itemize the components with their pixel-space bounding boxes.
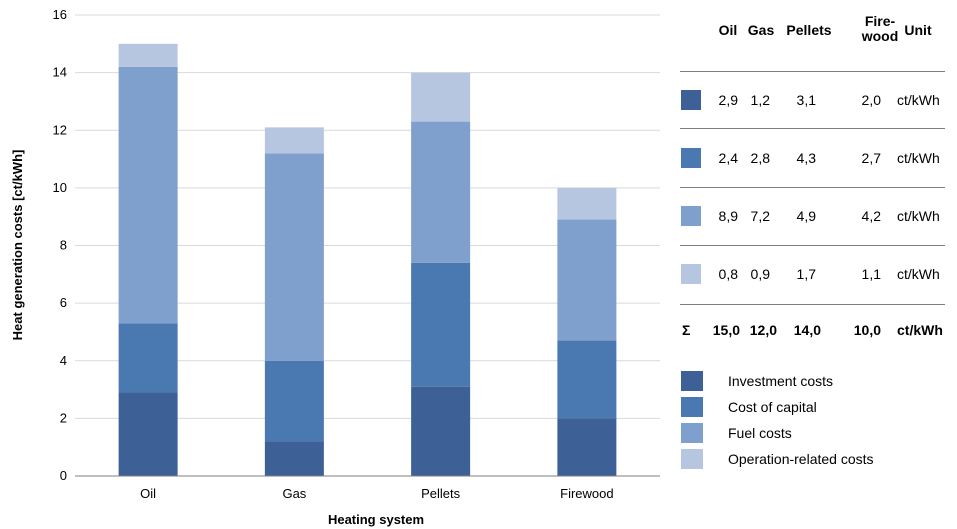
- bar-segment: [411, 121, 471, 263]
- bar-segment: [118, 323, 178, 393]
- bars: [118, 43, 617, 476]
- y-tick-label: 14: [53, 65, 67, 80]
- y-tick-label: 4: [60, 353, 67, 368]
- x-tick-label: Gas: [282, 486, 306, 501]
- bar-segment: [557, 418, 617, 476]
- bar-segment: [264, 441, 324, 476]
- x-axis-title: Heating system: [328, 512, 424, 527]
- bar-segment: [264, 153, 324, 361]
- y-tick-label: 16: [53, 7, 67, 22]
- bar-segment: [118, 392, 178, 476]
- bar-segment: [557, 187, 617, 220]
- bar-segment: [411, 386, 471, 476]
- y-tick-label: 6: [60, 295, 67, 310]
- bar-segment: [118, 66, 178, 324]
- y-axis-title: Heat generation costs [ct/kWh]: [10, 150, 25, 341]
- y-tick-labels: 0 2 4 6 8 10 12 14 16: [53, 7, 67, 483]
- y-tick-label: 10: [53, 180, 67, 195]
- y-tick-label: 8: [60, 238, 67, 253]
- bar-segment: [264, 127, 324, 154]
- y-tick-label: 12: [53, 122, 67, 137]
- x-tick-labels: Oil Gas Pellets Firewood: [140, 486, 613, 501]
- x-tick-label: Firewood: [560, 486, 613, 501]
- x-tick-label: Pellets: [421, 486, 461, 501]
- bar-segment: [557, 219, 617, 341]
- bar-segment: [411, 72, 471, 122]
- bar-segment: [264, 360, 324, 442]
- bar-segment: [118, 43, 178, 67]
- y-tick-label: 2: [60, 410, 67, 425]
- y-tick-label: 0: [60, 468, 67, 483]
- x-tick-label: Oil: [140, 486, 156, 501]
- bar-segment: [411, 262, 471, 387]
- bar-segment: [557, 340, 617, 419]
